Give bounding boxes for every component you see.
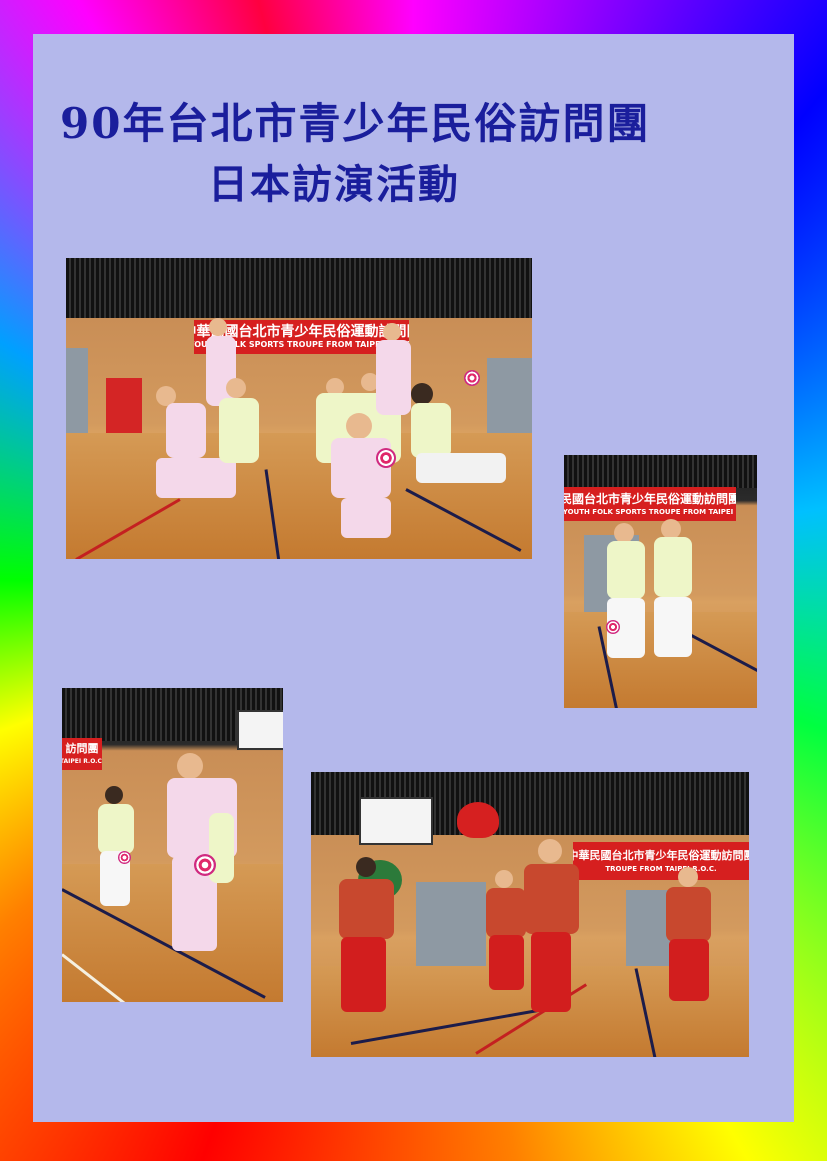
dancer: [661, 867, 716, 1007]
banner-english: TAIPEI R.O.C.: [62, 758, 102, 765]
diabolo-icon: [118, 851, 131, 864]
gym-net: [66, 258, 532, 319]
diabolo-icon: [464, 370, 480, 386]
banner-chinese: 中華民國台北市青少年民俗運動訪問團: [194, 324, 409, 340]
dancer: [481, 870, 531, 995]
banner: 民國台北市青少年民俗運動訪問團 NESE YOUTH FOLK SPORTS T…: [564, 487, 736, 521]
performer: [207, 808, 237, 888]
banner-english: NESE YOUTH FOLK SPORTS TROUPE FROM TAIPE…: [564, 508, 736, 516]
performer: [649, 519, 699, 664]
diabolo-icon: [606, 620, 620, 634]
metal-shutter: [416, 882, 486, 967]
photo-girl-diabolo-solo: 訪問團 TAIPEI R.O.C.: [62, 688, 283, 1002]
photo-red-costume-dance: 中華民國台北市青少年民俗運動訪問團 TROUPE FROM TAIPEI R.O…: [311, 772, 749, 1057]
metal-shutter: [66, 348, 88, 443]
banner-chinese: 中華民國台北市青少年民俗運動訪問團: [573, 849, 749, 862]
banner-english: YOUTH FOLK SPORTS TROUPE FROM TAIPEI R.O…: [194, 340, 409, 349]
diabolo-icon: [194, 854, 216, 876]
banner-chinese: 民國台北市青少年民俗運動訪問團: [564, 492, 736, 506]
performer: [156, 378, 236, 508]
performer: [371, 318, 416, 418]
banner-chinese: 訪問團: [65, 742, 99, 755]
performer: [90, 786, 145, 911]
diabolo-icon: [376, 448, 396, 468]
performer: [406, 383, 506, 503]
gym-net: [564, 455, 757, 488]
basketball-hoop: [359, 797, 433, 845]
basketball-hoop: [237, 710, 283, 750]
banner: 訪問團 TAIPEI R.O.C.: [62, 738, 102, 770]
page-title: 90年台北市青少年民俗訪問團: [60, 99, 651, 148]
red-door: [106, 378, 142, 443]
dancer: [516, 834, 586, 1019]
page-subtitle: 日本訪演活動: [208, 161, 460, 208]
banner: 中華民國台北市青少年民俗運動訪問團 TROUPE FROM TAIPEI R.O…: [573, 842, 749, 880]
dancer: [331, 857, 401, 1017]
banner-english: TROUPE FROM TAIPEI R.O.C.: [605, 865, 717, 873]
photo-two-boys-diabolo: 民國台北市青少年民俗運動訪問團 NESE YOUTH FOLK SPORTS T…: [564, 455, 757, 708]
red-fan-icon: [457, 802, 499, 838]
photo-group-diabolo-performance: 中華民國台北市青少年民俗運動訪問團 YOUTH FOLK SPORTS TROU…: [66, 258, 532, 559]
performer: [301, 413, 421, 543]
performer: [211, 378, 281, 468]
performer: [602, 523, 652, 663]
